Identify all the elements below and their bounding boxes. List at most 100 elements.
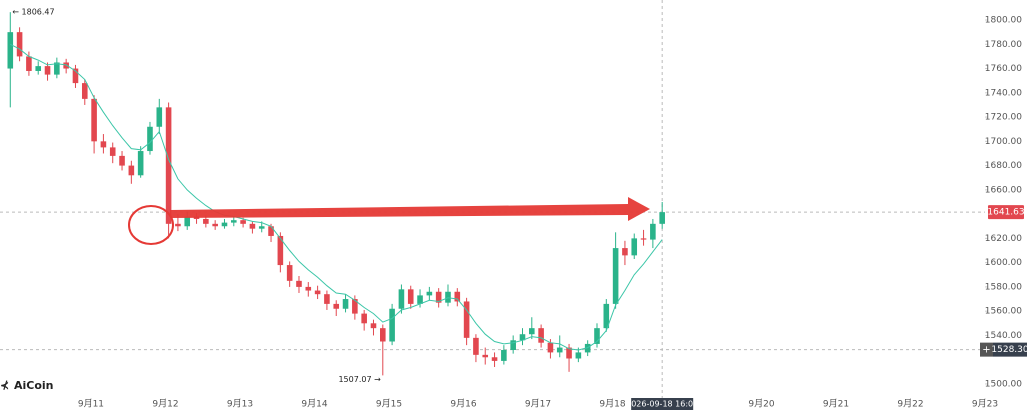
candle-body [333,303,340,309]
candle-body [147,126,153,152]
candle-body [72,68,79,84]
y-tick-label: 1560.00 [985,307,1022,317]
candle-body [230,220,237,223]
highlight-circle [128,205,174,245]
watermark: AiCoin [14,379,54,392]
x-tick-label: 9月16 [450,399,476,410]
candle-body [175,223,181,227]
candle-body [156,107,163,127]
candle-body [501,349,507,361]
last-price-box [988,205,1024,220]
candle-body [445,291,451,303]
candle-body [63,62,69,69]
crosshair-plus-box [980,342,993,357]
candle-body [352,299,358,314]
candle-body [184,216,191,227]
highlight-arrow [170,197,650,221]
x-tick-label: 9月17 [525,399,551,410]
candle-body [203,218,209,224]
candle-body [240,220,246,224]
x-tick-label: 9月13 [227,399,253,410]
candle-body [603,303,610,329]
annotation: 1507.07 → [338,375,381,384]
candle-body [538,328,544,343]
x-tick-label: 9月12 [152,399,178,410]
candle-body [473,337,479,355]
candle-body [286,265,293,281]
y-tick-label: 1760.00 [985,64,1022,74]
y-tick-label: 1720.00 [985,113,1022,123]
candle-body [566,347,572,359]
watermark-logo: ⊀ [0,379,9,392]
candle-body [435,291,442,303]
candle-body [7,32,14,69]
candle-body [482,354,489,358]
y-tick-label: 1580.00 [985,282,1022,292]
y-tick-label: 1500.00 [985,379,1022,389]
candle-body [454,291,461,302]
crosshair-price-box [993,342,1027,357]
candle-body [54,62,60,75]
candle-body [380,328,386,342]
candle-body [128,165,135,176]
x-tick-label: 9月11 [78,399,104,410]
crosshair-price-label: 1528.30 [991,345,1028,355]
candle-body [26,56,32,71]
candle-body [417,295,423,304]
candle-body [221,222,228,227]
candle-body [249,223,256,229]
y-tick-label: 1540.00 [985,331,1022,341]
x-tick-label: 9月14 [301,399,327,410]
candle-body [594,328,600,344]
crosshair-time-box [631,398,694,410]
candle-body [44,66,51,75]
candle-body [314,290,321,295]
candle-body [165,107,172,224]
candle-body [426,291,433,296]
candle-body [640,238,647,240]
candle-body [100,141,107,148]
y-tick-label: 1620.00 [985,234,1022,244]
candle-body [81,83,88,99]
candle-body [463,301,470,338]
candle-body [91,98,97,142]
candle-body [659,212,665,224]
candle-body [35,66,42,71]
candle-body [16,32,23,57]
candle-body [650,223,656,240]
crosshair-plus: + [982,345,990,356]
y-tick-label: 1680.00 [985,161,1022,171]
candle-body [361,313,367,324]
y-tick-label: 1780.00 [985,40,1022,50]
x-tick-label: 9月20 [748,399,774,410]
last-price-label: 1641.63 [987,208,1024,218]
y-tick-label: 1700.00 [985,137,1022,147]
candle-body [296,280,302,287]
candle-body [547,342,554,353]
x-tick-label: 9月21 [823,399,849,410]
candle-body [389,308,395,342]
candle-body [622,248,628,256]
candle-body [119,155,125,166]
candle-body [324,294,330,304]
y-tick-label: 1740.00 [985,88,1022,98]
candle-body [258,226,265,229]
candle-body [109,147,116,156]
candle-body [398,289,405,309]
candle-body [407,289,414,304]
candle-body [612,248,619,304]
candle-body [305,286,312,291]
annotation: ← 1806.47 [12,8,54,17]
candle-body [137,151,144,176]
y-tick-label: 1600.00 [985,258,1022,268]
x-tick-label: 9月22 [897,399,923,410]
candle-body [268,226,274,236]
candle-body [519,334,526,341]
x-tick-label: 9月15 [376,399,402,410]
candle-body [556,347,563,353]
x-tick-label: 9月23 [972,399,998,410]
candle-body [575,352,582,359]
y-tick-label: 1660.00 [985,185,1022,195]
candle-body [491,357,498,361]
